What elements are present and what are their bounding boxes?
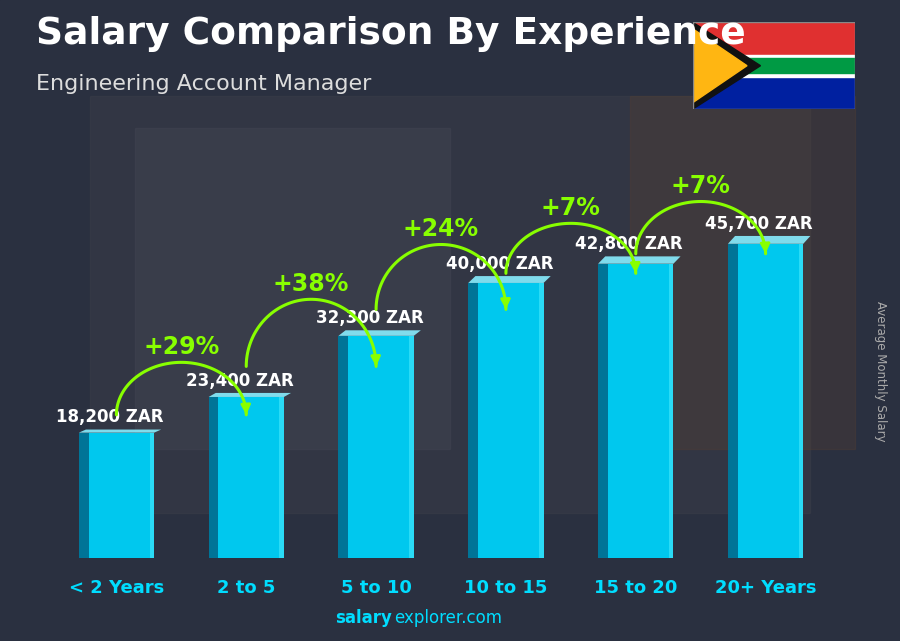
Bar [693, 22, 855, 66]
Bar [693, 55, 855, 76]
Polygon shape [693, 29, 747, 103]
Polygon shape [79, 429, 161, 433]
Bar [338, 336, 348, 558]
Polygon shape [693, 22, 760, 109]
Text: 5 to 10: 5 to 10 [340, 579, 411, 597]
Polygon shape [338, 330, 421, 336]
Text: +29%: +29% [143, 335, 220, 359]
Text: Engineering Account Manager: Engineering Account Manager [36, 74, 372, 94]
Text: < 2 Years: < 2 Years [68, 579, 164, 597]
Text: 2 to 5: 2 to 5 [217, 579, 275, 597]
Bar [728, 244, 738, 558]
Bar [598, 263, 673, 558]
Bar [338, 336, 414, 558]
Bar [135, 128, 450, 449]
Text: 23,400 ZAR: 23,400 ZAR [186, 372, 293, 390]
Bar [279, 397, 284, 558]
Text: 45,700 ZAR: 45,700 ZAR [706, 215, 813, 233]
Bar [79, 433, 88, 558]
Bar [669, 263, 673, 558]
Bar [149, 433, 154, 558]
Bar [90, 96, 810, 513]
Bar [468, 283, 478, 558]
Polygon shape [209, 393, 291, 397]
Polygon shape [468, 276, 551, 283]
Bar [728, 244, 803, 558]
Text: +7%: +7% [541, 196, 601, 221]
Text: 20+ Years: 20+ Years [715, 579, 816, 597]
Bar [468, 283, 544, 558]
Bar [693, 58, 855, 73]
Bar [630, 96, 855, 449]
Polygon shape [728, 236, 810, 244]
Text: Average Monthly Salary: Average Monthly Salary [874, 301, 886, 442]
Text: 18,200 ZAR: 18,200 ZAR [56, 408, 164, 426]
Text: +24%: +24% [403, 217, 479, 242]
Text: 10 to 15: 10 to 15 [464, 579, 547, 597]
Bar [79, 433, 154, 558]
Text: 42,800 ZAR: 42,800 ZAR [575, 235, 683, 253]
Bar [209, 397, 219, 558]
Bar [410, 336, 414, 558]
Text: Salary Comparison By Experience: Salary Comparison By Experience [36, 16, 746, 52]
Text: 32,300 ZAR: 32,300 ZAR [316, 309, 424, 327]
Bar [798, 244, 803, 558]
Text: 15 to 20: 15 to 20 [594, 579, 678, 597]
Text: +38%: +38% [273, 272, 349, 296]
Bar [693, 66, 855, 109]
Text: +7%: +7% [670, 174, 731, 199]
Text: salary: salary [335, 609, 392, 627]
Bar [539, 283, 544, 558]
Text: 40,000 ZAR: 40,000 ZAR [446, 255, 554, 273]
Text: explorer.com: explorer.com [394, 609, 502, 627]
Bar [209, 397, 284, 558]
Bar [598, 263, 608, 558]
Polygon shape [598, 256, 680, 263]
